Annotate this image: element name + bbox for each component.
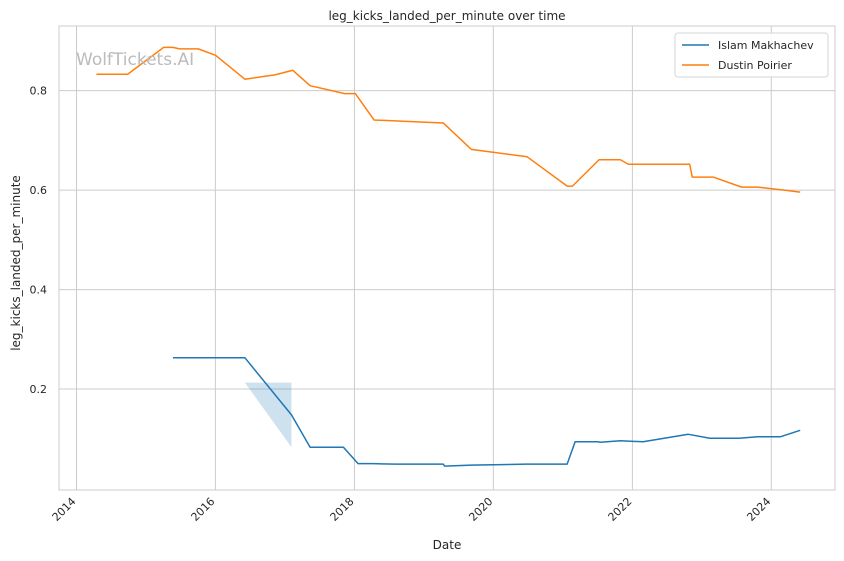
legend-box [674, 32, 829, 78]
y-tick-label: 0.6 [30, 184, 48, 197]
confidence-band-islam-makhachev [244, 382, 292, 448]
y-axis-ticks: 0.2 0.4 0.6 0.8 [30, 85, 48, 396]
plot-frame [58, 25, 836, 491]
series-line-islam-makhachev [172, 356, 801, 467]
series-line-dustin-poirier [96, 46, 801, 193]
plot-area [59, 26, 835, 490]
legend-label-dustin-poirier: Dustin Poirier [718, 59, 792, 72]
y-tick-label: 0.2 [30, 383, 48, 396]
y-tick-label: 0.4 [30, 284, 48, 297]
gridlines [59, 26, 835, 490]
watermark: WolfTickets.AI [76, 50, 194, 70]
legend: Islam Makhachev Dustin Poirier [674, 32, 829, 78]
chart-title: leg_kicks_landed_per_minute over time [328, 9, 565, 23]
x-axis-title: Date [433, 538, 462, 552]
series-lines-layer [96, 46, 801, 467]
y-tick-label: 0.8 [30, 85, 48, 98]
legend-label-islam-makhachev: Islam Makhachev [718, 39, 814, 52]
confidence-band-layer [244, 382, 292, 448]
y-axis-title: leg_kicks_landed_per_minute [9, 175, 23, 351]
